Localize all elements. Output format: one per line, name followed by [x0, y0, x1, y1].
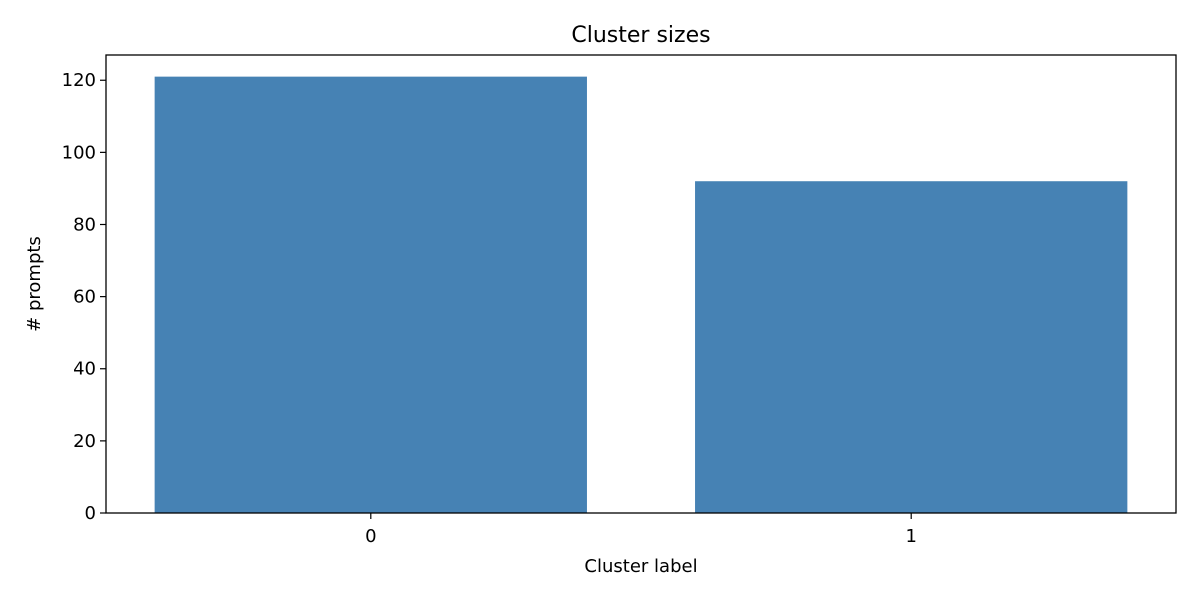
y-axis-label: # prompts	[24, 236, 45, 332]
x-tick-label: 1	[905, 526, 916, 547]
y-ticks: 0 20 40 60 80 100 120	[62, 70, 106, 524]
bar-1	[695, 181, 1128, 514]
chart-title: Cluster sizes	[571, 23, 710, 48]
y-tick-label: 20	[73, 431, 96, 452]
plot-frame	[105, 54, 1177, 514]
y-tick-label: 120	[62, 70, 96, 91]
y-tick-label: 80	[73, 214, 96, 235]
bars	[154, 76, 1128, 514]
y-tick-label: 100	[62, 142, 96, 163]
y-tick-label: 0	[85, 503, 96, 524]
y-tick-label: 40	[73, 359, 96, 380]
x-axis-label: Cluster label	[584, 556, 697, 577]
bar-0	[154, 76, 587, 514]
x-tick-label: 0	[365, 526, 376, 547]
y-tick-label: 60	[73, 287, 96, 308]
